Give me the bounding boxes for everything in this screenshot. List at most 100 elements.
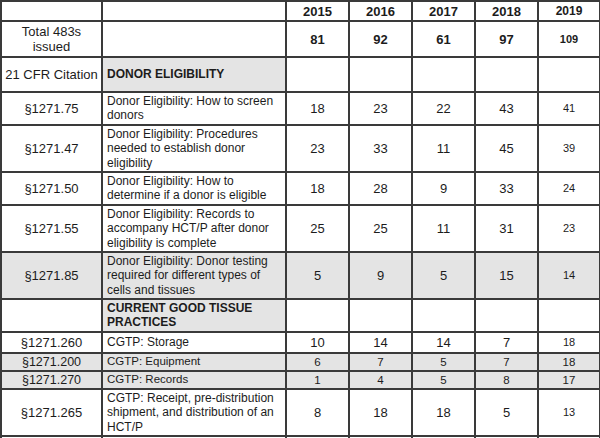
year-header: 2019 bbox=[538, 1, 600, 21]
citation-cell: §1271.85 bbox=[1, 252, 102, 299]
description-cell: Donor Eligibility: How to screen donors bbox=[102, 92, 286, 125]
value-cell-2019: 14 bbox=[538, 252, 600, 299]
value-cell-2015: 18 bbox=[286, 172, 349, 205]
table-header: 20152016201720182019 bbox=[1, 1, 600, 21]
table-row: §1271.270CGTP: Records145817 bbox=[1, 371, 600, 389]
value-cell-2016: 9 bbox=[349, 252, 412, 299]
value-cell-2015 bbox=[286, 299, 349, 332]
value-cell-2015: 23 bbox=[286, 125, 349, 172]
value-cell-2018: 97 bbox=[475, 21, 538, 57]
value-cell-2019: 24 bbox=[538, 172, 600, 205]
value-cell-2018: 5 bbox=[475, 389, 538, 436]
value-cell-2017: 9 bbox=[412, 172, 475, 205]
table-row: §1271.200CGTP: Equipment675718 bbox=[1, 353, 600, 371]
value-cell-2015: 10 bbox=[286, 332, 349, 353]
description-cell: CGTP: Storage bbox=[102, 332, 286, 353]
value-cell-2017: 11 bbox=[412, 205, 475, 252]
value-cell-2017: 11 bbox=[412, 125, 475, 172]
table-body: Total 483s issued8192619710921 CFR Citat… bbox=[1, 21, 600, 438]
corner-cell-description bbox=[102, 1, 286, 21]
value-cell-2016: 7 bbox=[349, 353, 412, 371]
description-cell bbox=[102, 21, 286, 57]
value-cell-2019: 18 bbox=[538, 332, 600, 353]
citation-cell: §1271.75 bbox=[1, 92, 102, 125]
value-cell-2015: 5 bbox=[286, 252, 349, 299]
value-cell-2017: 14 bbox=[412, 332, 475, 353]
citation-cell: Total 483s issued bbox=[1, 21, 102, 57]
table-row: §1271.260CGTP: Storage101414718 bbox=[1, 332, 600, 353]
value-cell-2017: 22 bbox=[412, 92, 475, 125]
inspection-483-table: 20152016201720182019 Total 483s issued81… bbox=[0, 0, 600, 438]
value-cell-2018: 45 bbox=[475, 125, 538, 172]
value-cell-2016: 92 bbox=[349, 21, 412, 57]
table-row: §1271.85Donor Eligibility: Donor testing… bbox=[1, 252, 600, 299]
description-cell: CGTP: Equipment bbox=[102, 353, 286, 371]
value-cell-2018: 15 bbox=[475, 252, 538, 299]
table-row: §1271.55Donor Eligibility: Records to ac… bbox=[1, 205, 600, 252]
value-cell-2019: 17 bbox=[538, 371, 600, 389]
citation-cell: §1271.260 bbox=[1, 332, 102, 353]
description-cell: DONOR ELIGIBILITY bbox=[102, 57, 286, 92]
value-cell-2016: 25 bbox=[349, 205, 412, 252]
table-row: §1271.75Donor Eligibility: How to screen… bbox=[1, 92, 600, 125]
value-cell-2016: 14 bbox=[349, 332, 412, 353]
value-cell-2019 bbox=[538, 299, 600, 332]
value-cell-2018: 31 bbox=[475, 205, 538, 252]
value-cell-2015: 81 bbox=[286, 21, 349, 57]
year-header: 2016 bbox=[349, 1, 412, 21]
value-cell-2017 bbox=[412, 299, 475, 332]
value-cell-2017: 5 bbox=[412, 252, 475, 299]
page: 20152016201720182019 Total 483s issued81… bbox=[0, 0, 600, 438]
table-row: §1271.50Donor Eligibility: How to determ… bbox=[1, 172, 600, 205]
table-row: CURRENT GOOD TISSUE PRACTICES bbox=[1, 299, 600, 332]
description-cell: Donor Eligibility: Records to accompany … bbox=[102, 205, 286, 252]
table-row: §1271.47Donor Eligibility: Procedures ne… bbox=[1, 125, 600, 172]
table-row: Total 483s issued 81926197109 bbox=[1, 21, 600, 57]
value-cell-2019: 41 bbox=[538, 92, 600, 125]
citation-cell: §1271.270 bbox=[1, 371, 102, 389]
year-header-row: 20152016201720182019 bbox=[1, 1, 600, 21]
value-cell-2017: 5 bbox=[412, 353, 475, 371]
value-cell-2016: 33 bbox=[349, 125, 412, 172]
description-cell: Donor Eligibility: Procedures needed to … bbox=[102, 125, 286, 172]
value-cell-2018 bbox=[475, 299, 538, 332]
value-cell-2016: 18 bbox=[349, 389, 412, 436]
description-cell: CGTP: Receipt, pre-distribution shipment… bbox=[102, 389, 286, 436]
value-cell-2017: 61 bbox=[412, 21, 475, 57]
citation-cell: §1271.47 bbox=[1, 125, 102, 172]
value-cell-2018: 7 bbox=[475, 332, 538, 353]
description-cell: Donor Eligibility: How to determine if a… bbox=[102, 172, 286, 205]
value-cell-2015 bbox=[286, 57, 349, 92]
value-cell-2019: 13 bbox=[538, 389, 600, 436]
year-header: 2018 bbox=[475, 1, 538, 21]
value-cell-2016: 28 bbox=[349, 172, 412, 205]
value-cell-2018 bbox=[475, 57, 538, 92]
value-cell-2015: 18 bbox=[286, 92, 349, 125]
citation-cell: §1271.265 bbox=[1, 389, 102, 436]
value-cell-2019 bbox=[538, 57, 600, 92]
citation-cell: §1271.50 bbox=[1, 172, 102, 205]
value-cell-2019: 109 bbox=[538, 21, 600, 57]
table-row: §1271.265CGTP: Receipt, pre-distribution… bbox=[1, 389, 600, 436]
citation-cell: 21 CFR Citation bbox=[1, 57, 102, 92]
value-cell-2018: 43 bbox=[475, 92, 538, 125]
value-cell-2018: 8 bbox=[475, 371, 538, 389]
value-cell-2015: 6 bbox=[286, 353, 349, 371]
description-cell: CURRENT GOOD TISSUE PRACTICES bbox=[102, 299, 286, 332]
description-cell: Donor Eligibility: Donor testing require… bbox=[102, 252, 286, 299]
value-cell-2015: 1 bbox=[286, 371, 349, 389]
citation-cell: §1271.55 bbox=[1, 205, 102, 252]
year-header: 2015 bbox=[286, 1, 349, 21]
citation-cell bbox=[1, 299, 102, 332]
value-cell-2019: 39 bbox=[538, 125, 600, 172]
corner-cell-citation bbox=[1, 1, 102, 21]
value-cell-2017: 5 bbox=[412, 371, 475, 389]
year-header: 2017 bbox=[412, 1, 475, 21]
citation-cell: §1271.200 bbox=[1, 353, 102, 371]
description-cell: CGTP: Records bbox=[102, 371, 286, 389]
value-cell-2016 bbox=[349, 57, 412, 92]
value-cell-2015: 25 bbox=[286, 205, 349, 252]
value-cell-2018: 33 bbox=[475, 172, 538, 205]
value-cell-2015: 8 bbox=[286, 389, 349, 436]
value-cell-2018: 7 bbox=[475, 353, 538, 371]
